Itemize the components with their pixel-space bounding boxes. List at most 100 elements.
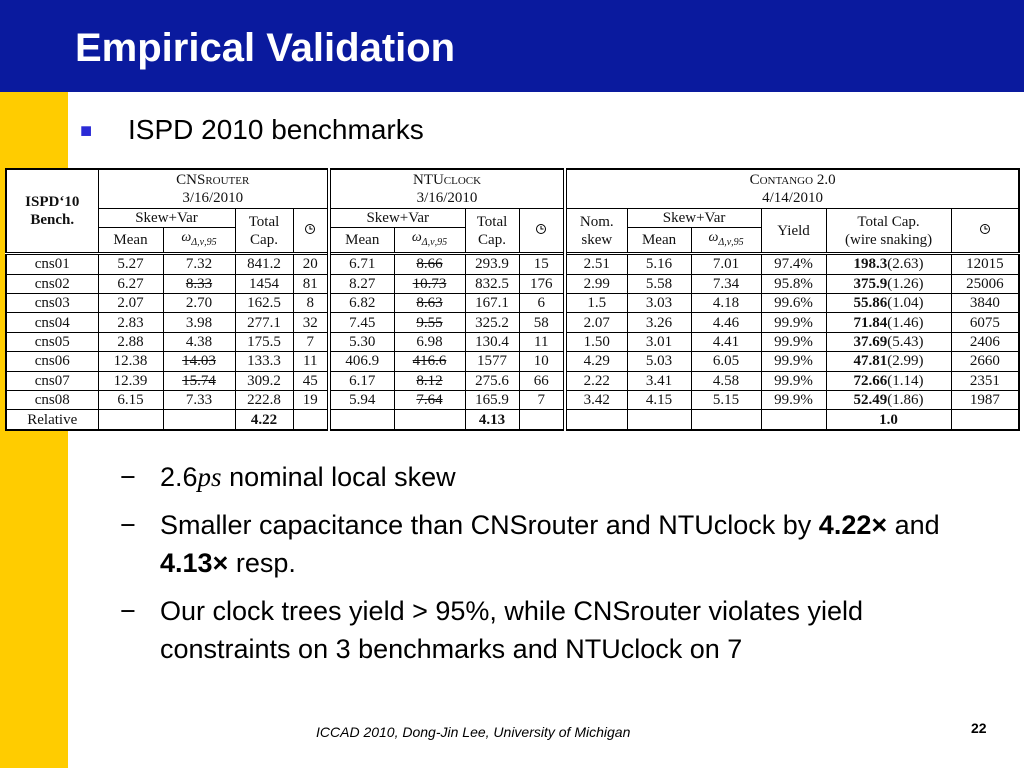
header-row: ISPD‘10 Bench. CNSrouter 3/16/2010 NTUclock 3… [5,168,1020,255]
relative-value: 4.13 [478,411,506,428]
value: 10 [533,353,549,370]
value: 6.05 [712,353,740,370]
cell: 5.27 [97,252,164,275]
cell: 6 [518,292,566,314]
cell: 5.94 [327,389,395,411]
cell: 7.01 [690,252,762,275]
clock-icon [305,223,316,234]
cell: Mean [97,227,164,255]
mean: Mean [345,232,380,249]
value: 222.8 [247,392,281,409]
cell-line: Bench. [30,212,75,229]
cell: CNSrouter 3/16/2010 [97,168,330,209]
bullet-marker: ■ [80,120,93,142]
cell: 4.22 [234,409,294,431]
value: 6.27 [117,275,144,292]
data-row: cns05 2.88 4.38 175.5 7 5.30 6.98 130.4 11 1.50 3.… [5,331,1020,353]
value: 81 [302,275,318,292]
cell: 175.5 [234,331,294,353]
cell: 5.15 [690,389,762,411]
cell: 72.66(1.14) [825,370,952,391]
text-run: Smaller capacitance than CNSrouter and N… [160,510,819,540]
cell: 1454 [234,273,294,294]
cell: 95.8% [760,273,827,294]
cell: 4.15 [626,389,692,411]
slide-title: Empirical Validation [75,26,456,70]
value: 45 [302,372,318,389]
cell: 8.33 [162,273,236,294]
value: 2.83 [117,314,144,331]
cell: 277.1 [234,312,294,333]
cell: 55.86(1.04) [825,292,952,314]
cell-line: Total [476,213,508,230]
value: 3.41 [645,372,673,389]
relative-value: 1.0 [879,411,898,428]
cell: 4.41 [690,331,762,353]
value-ratio: (2.63) [887,256,924,273]
cell: ωΔ,ν,95 [690,227,762,255]
data-row: cns03 2.07 2.70 162.5 8 6.82 8.63 167.1 6 1.5 3.03… [5,292,1020,314]
omega: ωΔ,ν,95 [708,230,744,249]
value: 32 [302,314,318,331]
value: 58 [533,314,549,331]
text-run: and [887,510,940,540]
value: 7 [306,333,315,350]
cell: 10.73 [393,273,466,294]
cell: 832.5 [464,273,520,294]
cell: cns08 [5,389,99,411]
value: 6.98 [416,333,443,350]
value: 167.1 [475,295,509,312]
value: 162.5 [247,295,281,312]
cell: 99.9% [760,389,827,411]
cell: 2.07 [97,292,164,314]
cell-line: Total [248,213,280,230]
yield: Yield [777,222,810,239]
cell-line: skew [581,231,613,248]
value-ratio: (1.46) [887,314,924,331]
sub-bullet: − Our clock trees yield > 95%, while CNSr… [120,592,1000,668]
cell: 3.01 [626,331,692,353]
cell: 133.3 [234,351,294,372]
cell: 7 [518,389,566,411]
cell [626,409,692,431]
cell: 275.6 [464,370,520,391]
value: 66 [533,372,549,389]
value: 12015 [966,256,1004,273]
cell: 3.42 [563,389,628,411]
bench: cns04 [34,314,70,331]
text-run: Our clock trees yield > 95%, while CNSro… [160,596,864,664]
cell: 6.05 [690,351,762,372]
cell: 2.51 [563,252,628,275]
value: 133.3 [247,353,281,370]
cell [690,409,762,431]
value: 3.42 [583,392,610,409]
value-ratio: (1.14) [887,372,924,389]
data-row: cns08 6.15 7.33 222.8 19 5.94 7.64 165.9 7 3.42 4.… [5,389,1020,411]
cell: cns07 [5,370,99,391]
value: 2.88 [117,333,144,350]
bench: cns01 [34,256,70,273]
cell: Total Cap. [464,207,520,255]
value: 6.17 [349,372,376,389]
cell: 12.38 [97,351,164,372]
cell [292,409,330,431]
cell: 2.99 [563,273,628,294]
cell: cns05 [5,331,99,353]
value: 99.9% [774,314,813,331]
cell: 3.98 [162,312,236,333]
text-run: nominal local skew [221,462,456,492]
cell: 375.9(1.26) [825,273,952,294]
cell: 7.34 [690,273,762,294]
value: 2.70 [185,295,213,312]
bench: cns05 [34,333,70,350]
value: 5.27 [117,256,144,273]
cell: 99.9% [760,370,827,391]
cell: 198.3(2.63) [825,252,952,275]
cell-line: Cap. [478,231,506,248]
cell: 97.4% [760,252,827,275]
omega-sub: Δ,ν,95 [718,237,744,249]
value: 841.2 [247,256,281,273]
value: 2.07 [583,314,610,331]
cell: 99.9% [760,312,827,333]
sub-bullet: − Smaller capacitance than CNSrouter and … [120,506,1000,582]
